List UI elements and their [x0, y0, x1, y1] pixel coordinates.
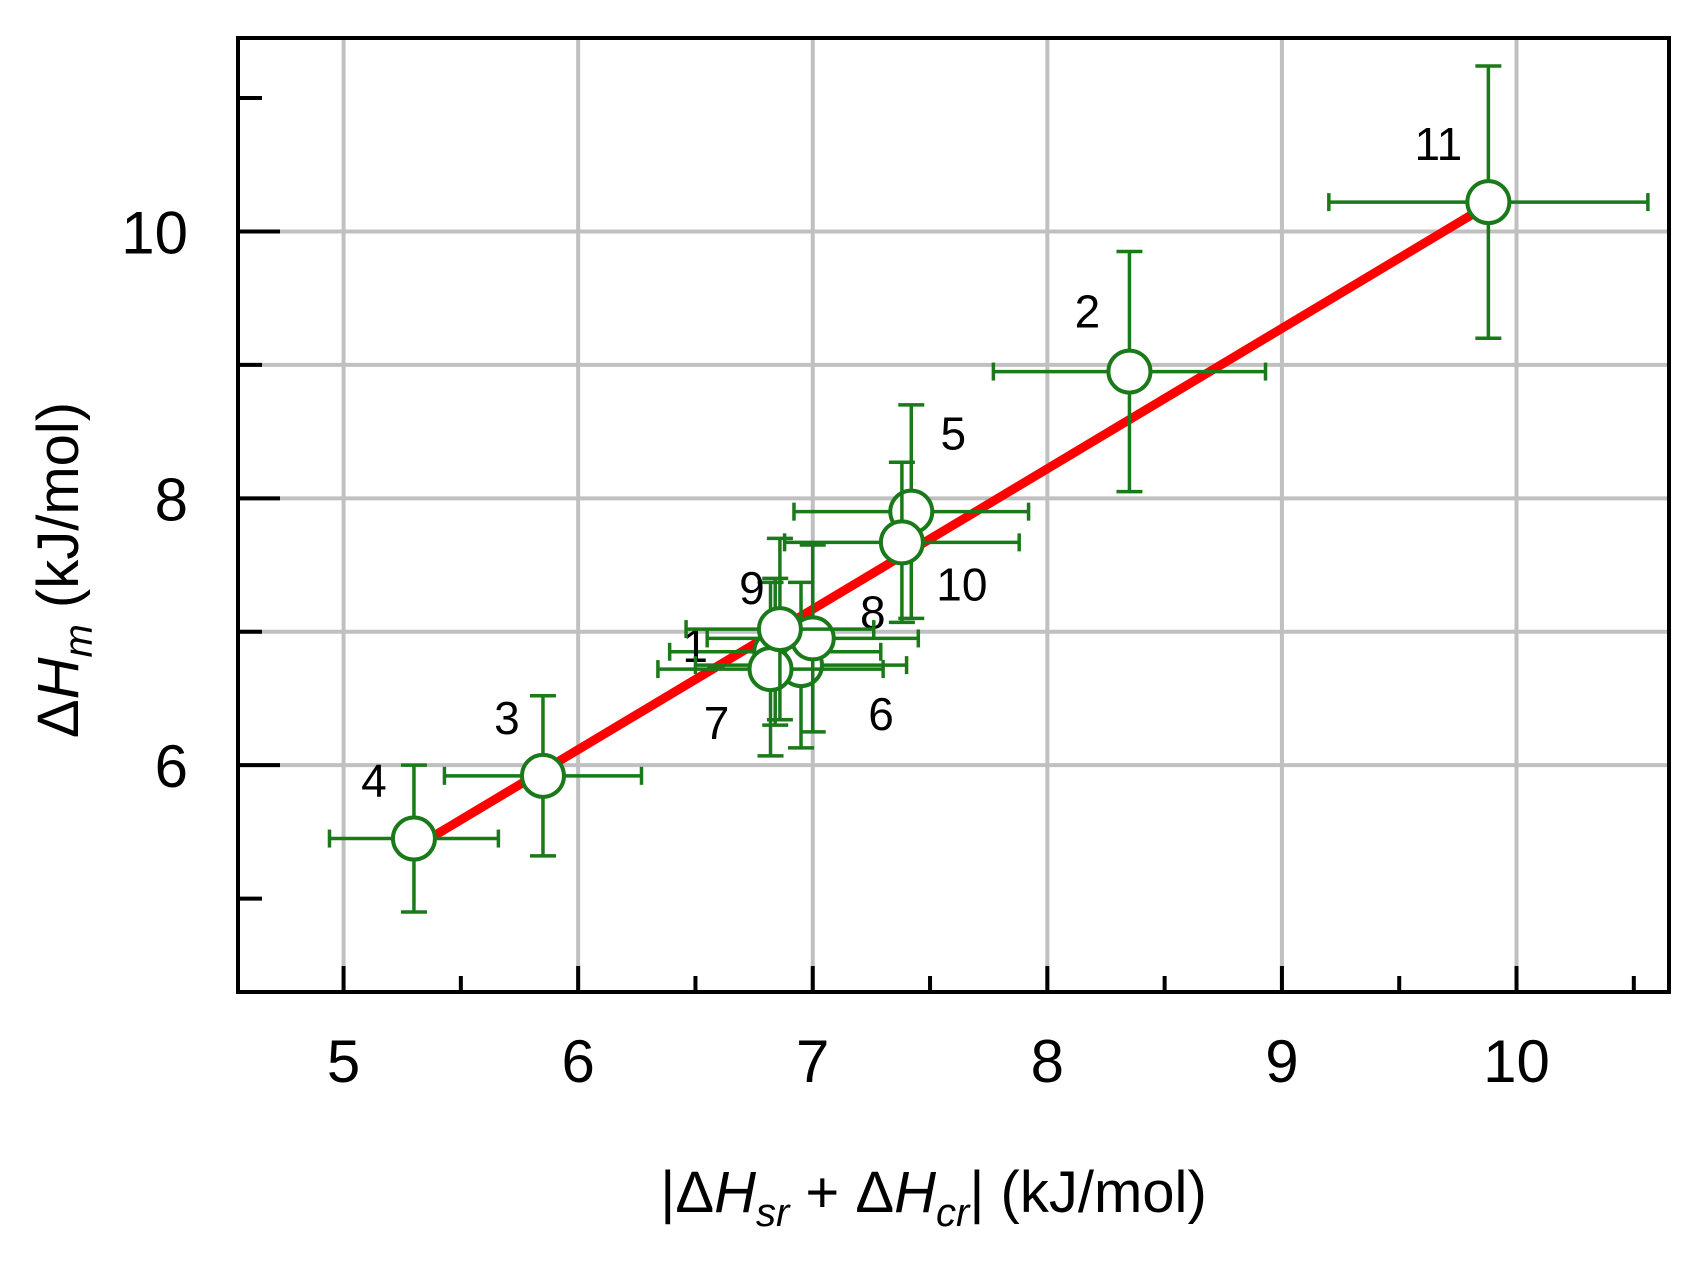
x-title-unit: (kJ/mol): [984, 1160, 1206, 1225]
data-point: 11: [1327, 64, 1650, 340]
x-axis-title: |ΔHsr + ΔHcr| (kJ/mol): [660, 1160, 1207, 1235]
y-title-delta: Δ: [26, 699, 91, 738]
data-point-marker: [878, 519, 925, 566]
data-point: 10: [782, 460, 1021, 625]
y-tick-label: 8: [155, 466, 188, 533]
data-point: 3: [442, 692, 644, 858]
data-point: 9: [684, 536, 876, 722]
data-point-marker: [1465, 179, 1512, 226]
x-tick-label: 8: [1031, 1028, 1064, 1095]
x-tick-label: 9: [1265, 1028, 1298, 1095]
x-title-open-bar: |: [660, 1160, 675, 1225]
grid-lines: [238, 38, 1669, 992]
data-point-marker: [1106, 348, 1153, 395]
y-title-sub: m: [57, 624, 101, 657]
x-tick-label: 6: [561, 1028, 594, 1095]
x-tick-label: 10: [1483, 1028, 1550, 1095]
data-point-label: 10: [936, 558, 987, 610]
fit-line-layer: [409, 200, 1493, 853]
data-point: 5: [792, 403, 1031, 621]
data-point: 4: [327, 755, 501, 914]
data-point-label: 2: [1075, 286, 1101, 338]
axis-ticks: 5 6 7 8 9 10 6 8 10: [121, 96, 1636, 1095]
y-axis-title: ΔHm (kJ/mol): [26, 402, 101, 738]
data-point: 2: [991, 249, 1268, 494]
x-title-h-2: H: [894, 1160, 936, 1225]
y-tick-label: 6: [155, 733, 188, 800]
data-point-label: 5: [940, 408, 966, 460]
data-point-label: 9: [739, 562, 765, 614]
data-point-label: 4: [361, 755, 387, 807]
x-title-h-1: H: [714, 1160, 756, 1225]
y-title-h: H: [26, 657, 91, 699]
data-point-label: 6: [868, 688, 894, 740]
linear-fit-line: [409, 200, 1493, 853]
y-tick-label: 10: [121, 199, 188, 266]
x-title-delta-1: Δ: [675, 1160, 714, 1225]
data-point-label: 3: [494, 692, 520, 744]
data-point-marker: [519, 752, 566, 799]
plot-frame: [236, 36, 1671, 994]
data-point-marker: [390, 815, 437, 862]
x-tick-label: 7: [796, 1028, 829, 1095]
data-point-label: 11: [1414, 118, 1462, 170]
data-point-marker: [756, 606, 803, 653]
data-point-marker: [747, 646, 794, 693]
x-title-sub-1: sr: [756, 1191, 791, 1235]
x-tick-label: 5: [327, 1028, 360, 1095]
x-title-delta-2: Δ: [855, 1160, 894, 1225]
data-point-label: 7: [704, 697, 730, 749]
x-title-plus: +: [789, 1160, 855, 1225]
y-title-unit: (kJ/mol): [26, 402, 91, 624]
x-title-sub-2: cr: [936, 1191, 971, 1235]
x-title-close-bar: |: [969, 1160, 984, 1225]
